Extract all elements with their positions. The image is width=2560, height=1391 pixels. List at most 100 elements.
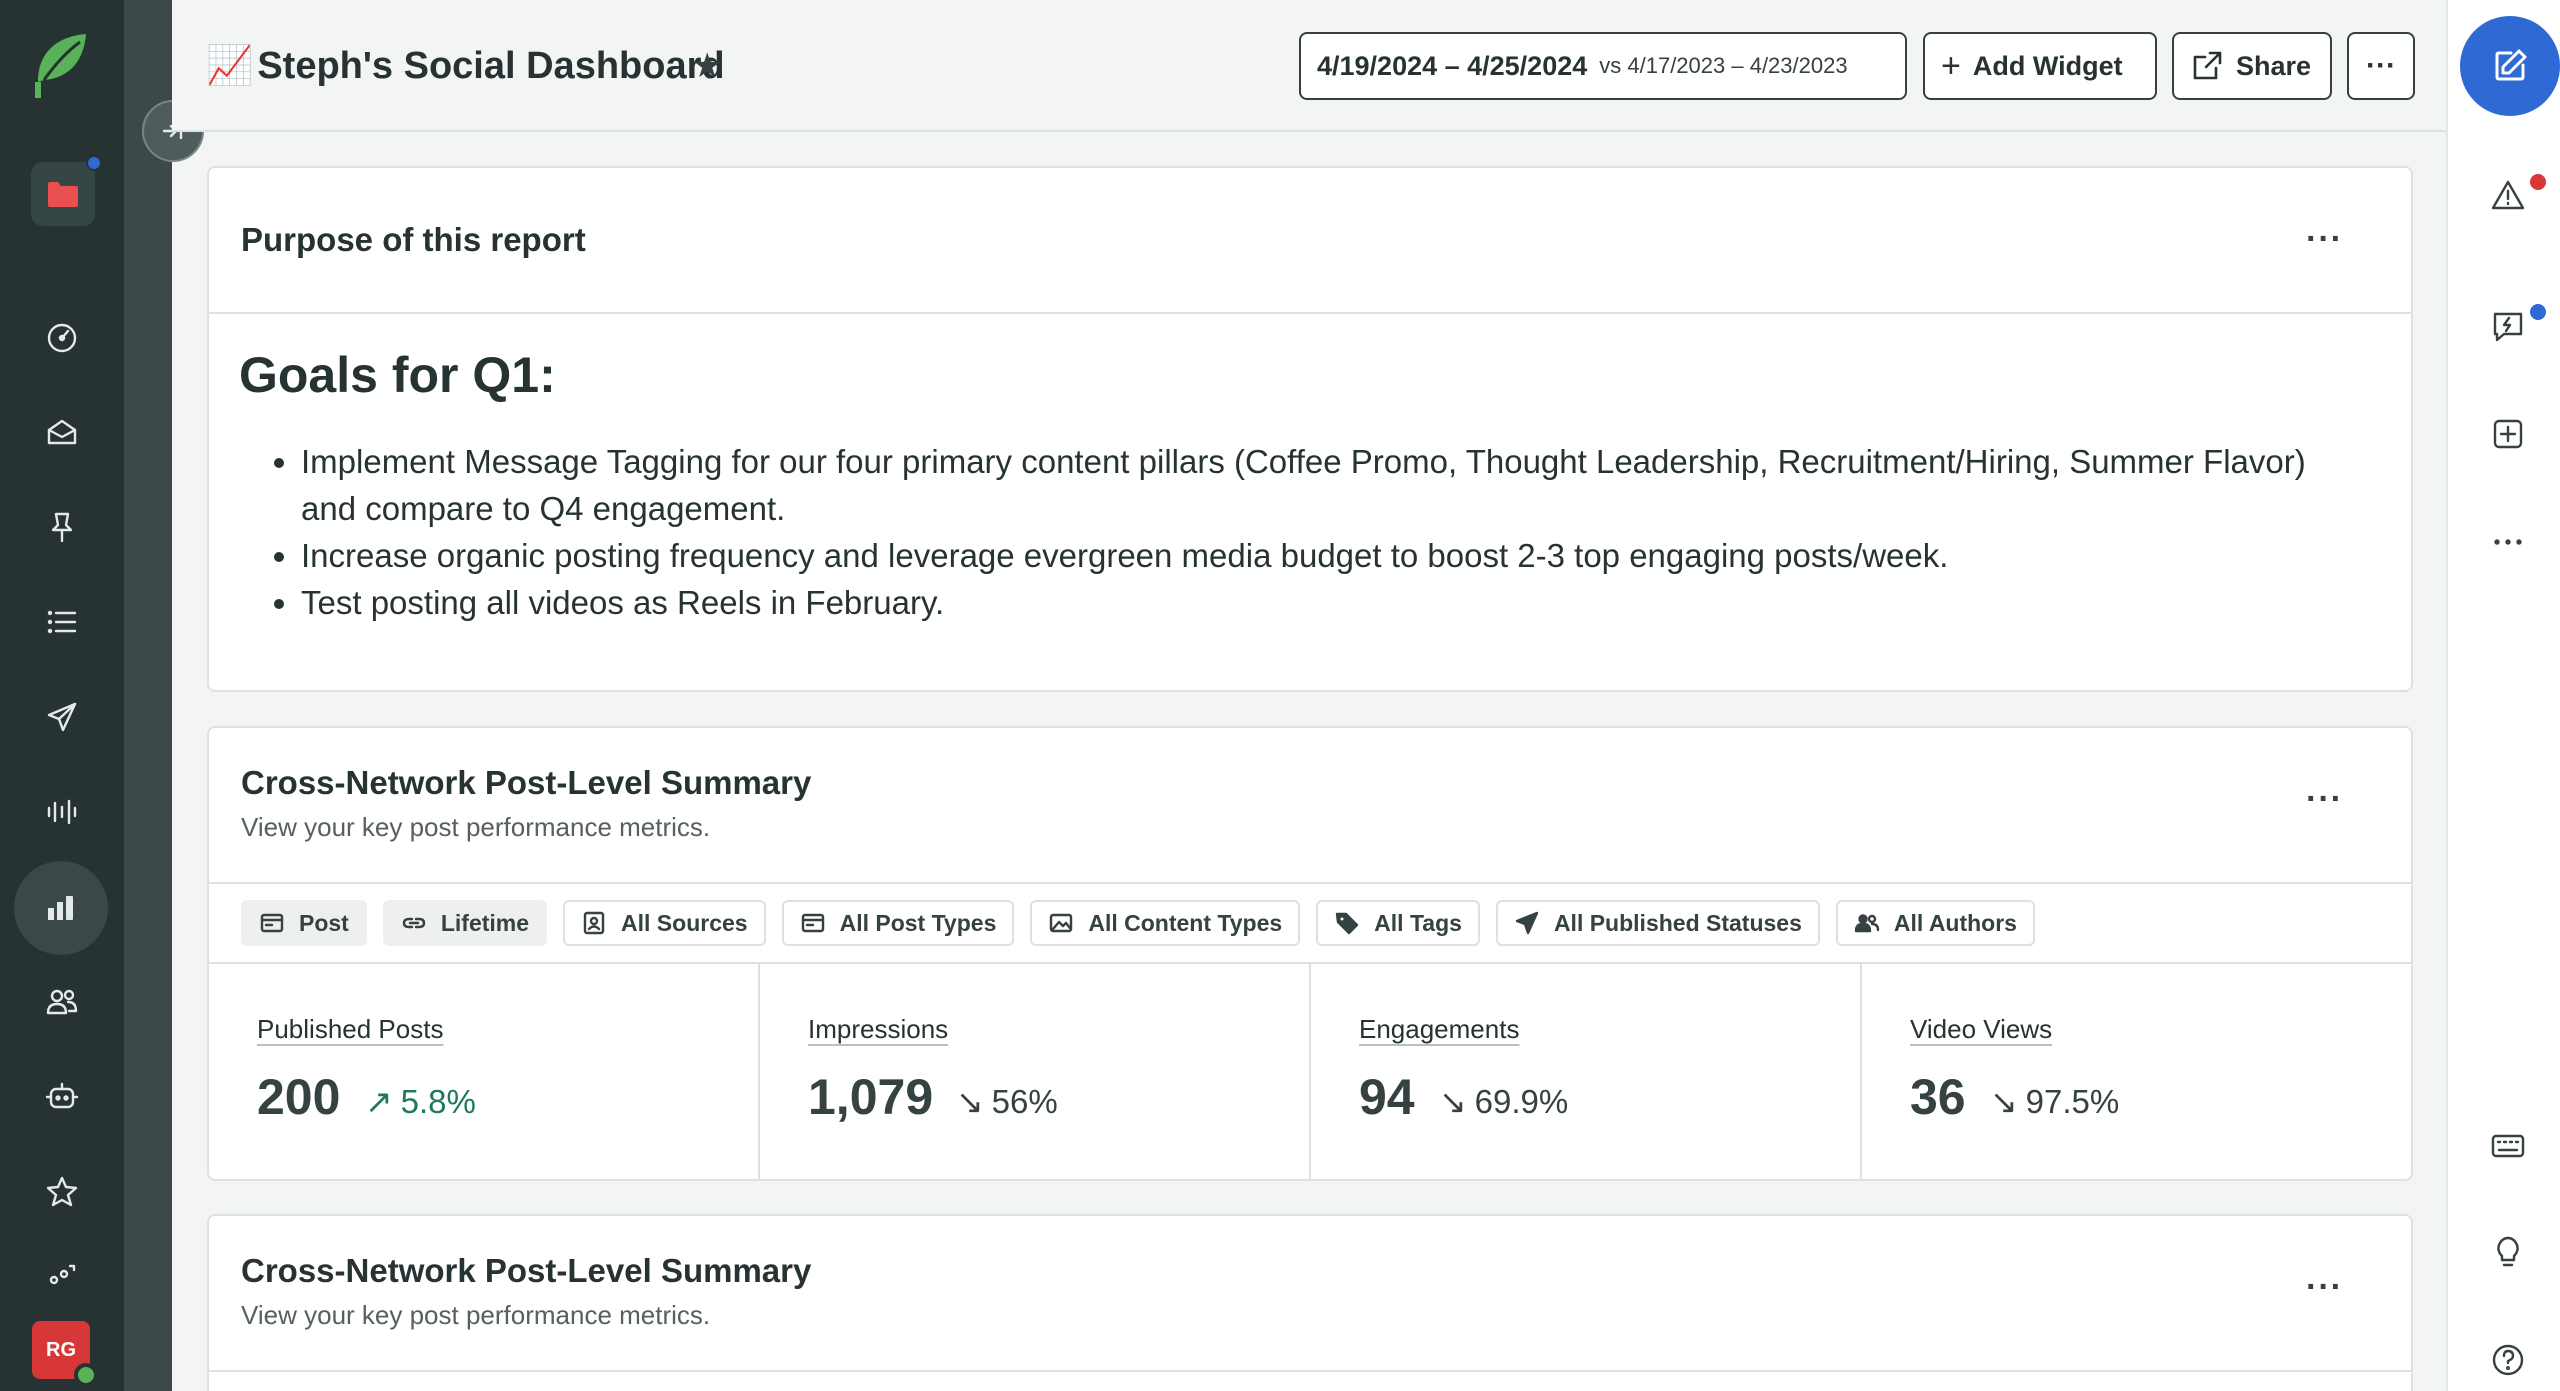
filter-lifetime[interactable]: Lifetime (382, 900, 548, 946)
inbox-icon (47, 419, 77, 445)
right-rail (2446, 0, 2560, 1391)
filter-label: All Published Statuses (1553, 909, 1802, 936)
share-icon (2193, 51, 2222, 80)
nav-publishing[interactable] (22, 582, 102, 662)
nav-inbox[interactable] (22, 392, 102, 472)
metric-label[interactable]: Engagements (1359, 1014, 1520, 1044)
header-more-button[interactable]: ··· (2347, 32, 2415, 100)
filter-sources[interactable]: All Sources (563, 900, 766, 946)
metric-change-value: 69.9% (1474, 1082, 1569, 1120)
metric-impressions: Impressions 1,079 ↘ 56% (760, 964, 1311, 1180)
send-icon (47, 702, 77, 732)
tag-icon (1335, 912, 1359, 935)
folder-icon (48, 182, 78, 207)
post-summary-card: Cross-Network Post-Level Summary View yo… (207, 726, 2413, 1181)
listening-icon (47, 799, 77, 825)
card-divider (209, 312, 2411, 314)
filter-authors[interactable]: All Authors (1835, 900, 2035, 946)
profile-icon (583, 911, 605, 935)
people-icon (1854, 914, 1880, 933)
metric-label[interactable]: Impressions (808, 1014, 949, 1044)
card-icon (260, 913, 284, 933)
title-emoji: 📈 (206, 45, 254, 87)
sprout-logo[interactable] (30, 30, 90, 100)
arrow-down-right-icon: ↘ (1439, 1083, 1467, 1120)
metric-video-views: Video Views 36 ↘ 97.5% (1862, 964, 2411, 1180)
people-icon (46, 989, 78, 1015)
filter-post[interactable]: Post (241, 900, 367, 946)
activity-button[interactable] (2486, 304, 2530, 348)
summary-card-subtitle: View your key post performance metrics. (241, 1300, 711, 1330)
nav-bots[interactable] (22, 1057, 102, 1137)
secondary-sidebar-strip (124, 0, 172, 1391)
add-button[interactable] (2486, 412, 2530, 456)
goal-item: Increase organic posting frequency and l… (301, 532, 2361, 579)
metric-engagements: Engagements 94 ↘ 69.9% (1311, 964, 1862, 1180)
metric-change-value: 97.5% (2025, 1082, 2120, 1120)
plus-icon: + (1941, 46, 1961, 85)
filter-label: All Sources (621, 909, 748, 936)
folder-button[interactable] (31, 162, 95, 226)
filter-published-statuses[interactable]: All Published Statuses (1495, 900, 1820, 946)
goals-list: Implement Message Tagging for our four p… (301, 438, 2361, 626)
alerts-button[interactable] (2486, 174, 2530, 218)
nav-send[interactable] (22, 677, 102, 757)
purpose-card-more-button[interactable]: ··· (2306, 220, 2343, 258)
filter-tags[interactable]: All Tags (1316, 900, 1480, 946)
message-bolt-icon (2493, 312, 2523, 342)
metric-value: 36 (1910, 1069, 1966, 1125)
date-range-picker[interactable]: 4/19/2024 – 4/25/2024 vs 4/17/2023 – 4/2… (1299, 32, 1907, 100)
bot-icon (45, 1082, 79, 1109)
left-navigation: RG (0, 0, 124, 1391)
metric-value: 200 (257, 1069, 341, 1125)
alert-triangle-icon (2491, 180, 2525, 210)
nav-dashboard[interactable] (22, 298, 102, 378)
goal-item: Test posting all videos as Reels in Febr… (301, 579, 2361, 626)
nav-listening[interactable] (22, 772, 102, 852)
pin-icon (51, 512, 73, 543)
filter-label: All Tags (1374, 909, 1462, 936)
metric-label[interactable]: Published Posts (257, 1014, 444, 1044)
favorite-star-icon[interactable]: ★ (692, 47, 723, 85)
tips-button[interactable] (2486, 1230, 2530, 1274)
title-text: Steph's Social Dashboard (257, 44, 725, 87)
send-icon (1515, 911, 1539, 935)
help-icon (2492, 1344, 2524, 1376)
metric-change: ↘ 56% (956, 1082, 1058, 1121)
alerts-notification-dot (2530, 174, 2546, 190)
online-status-dot (74, 1363, 98, 1387)
metric-change: ↘ 97.5% (1990, 1082, 2119, 1121)
purpose-card-title: Purpose of this report (241, 221, 586, 258)
card-divider (209, 882, 2411, 884)
dashboard-header: 📈 Steph's Social Dashboard ★ 4/19/2024 –… (172, 0, 2446, 132)
add-widget-button[interactable]: + Add Widget (1923, 32, 2157, 100)
folder-notification-dot (86, 155, 102, 171)
keyboard-icon (2491, 1134, 2525, 1158)
filter-post-types[interactable]: All Post Types (781, 900, 1015, 946)
filter-label: All Content Types (1088, 909, 1283, 936)
nav-reviews[interactable] (22, 1152, 102, 1232)
arrow-down-right-icon: ↘ (956, 1083, 984, 1120)
metric-change: ↗ 5.8% (365, 1082, 476, 1121)
nav-more[interactable] (22, 1244, 102, 1304)
nav-tasks[interactable] (22, 487, 102, 567)
share-button[interactable]: Share (2172, 32, 2332, 100)
metric-change: ↘ 69.9% (1439, 1082, 1568, 1121)
nav-people[interactable] (22, 962, 102, 1042)
more-horizontal-icon (2494, 539, 2522, 545)
dashboard-icon (47, 323, 77, 353)
add-widget-label: Add Widget (1972, 50, 2123, 81)
compose-button[interactable] (2460, 16, 2560, 116)
help-button[interactable] (2486, 1338, 2530, 1382)
keyboard-shortcuts-button[interactable] (2486, 1124, 2530, 1168)
summary-card-title: Cross-Network Post-Level Summary (241, 1252, 812, 1289)
nav-reports[interactable] (14, 861, 108, 955)
metric-label[interactable]: Video Views (1910, 1014, 2053, 1044)
summary-card-more-button[interactable]: ··· (2306, 780, 2343, 818)
goals-heading: Goals for Q1: (239, 347, 556, 403)
rail-more-button[interactable] (2486, 520, 2530, 564)
filter-content-types[interactable]: All Content Types (1030, 900, 1301, 946)
summary-card-more-button[interactable]: ··· (2306, 1268, 2343, 1306)
goal-item: Implement Message Tagging for our four p… (301, 438, 2361, 532)
more-dots-icon: ··· (2366, 49, 2396, 82)
